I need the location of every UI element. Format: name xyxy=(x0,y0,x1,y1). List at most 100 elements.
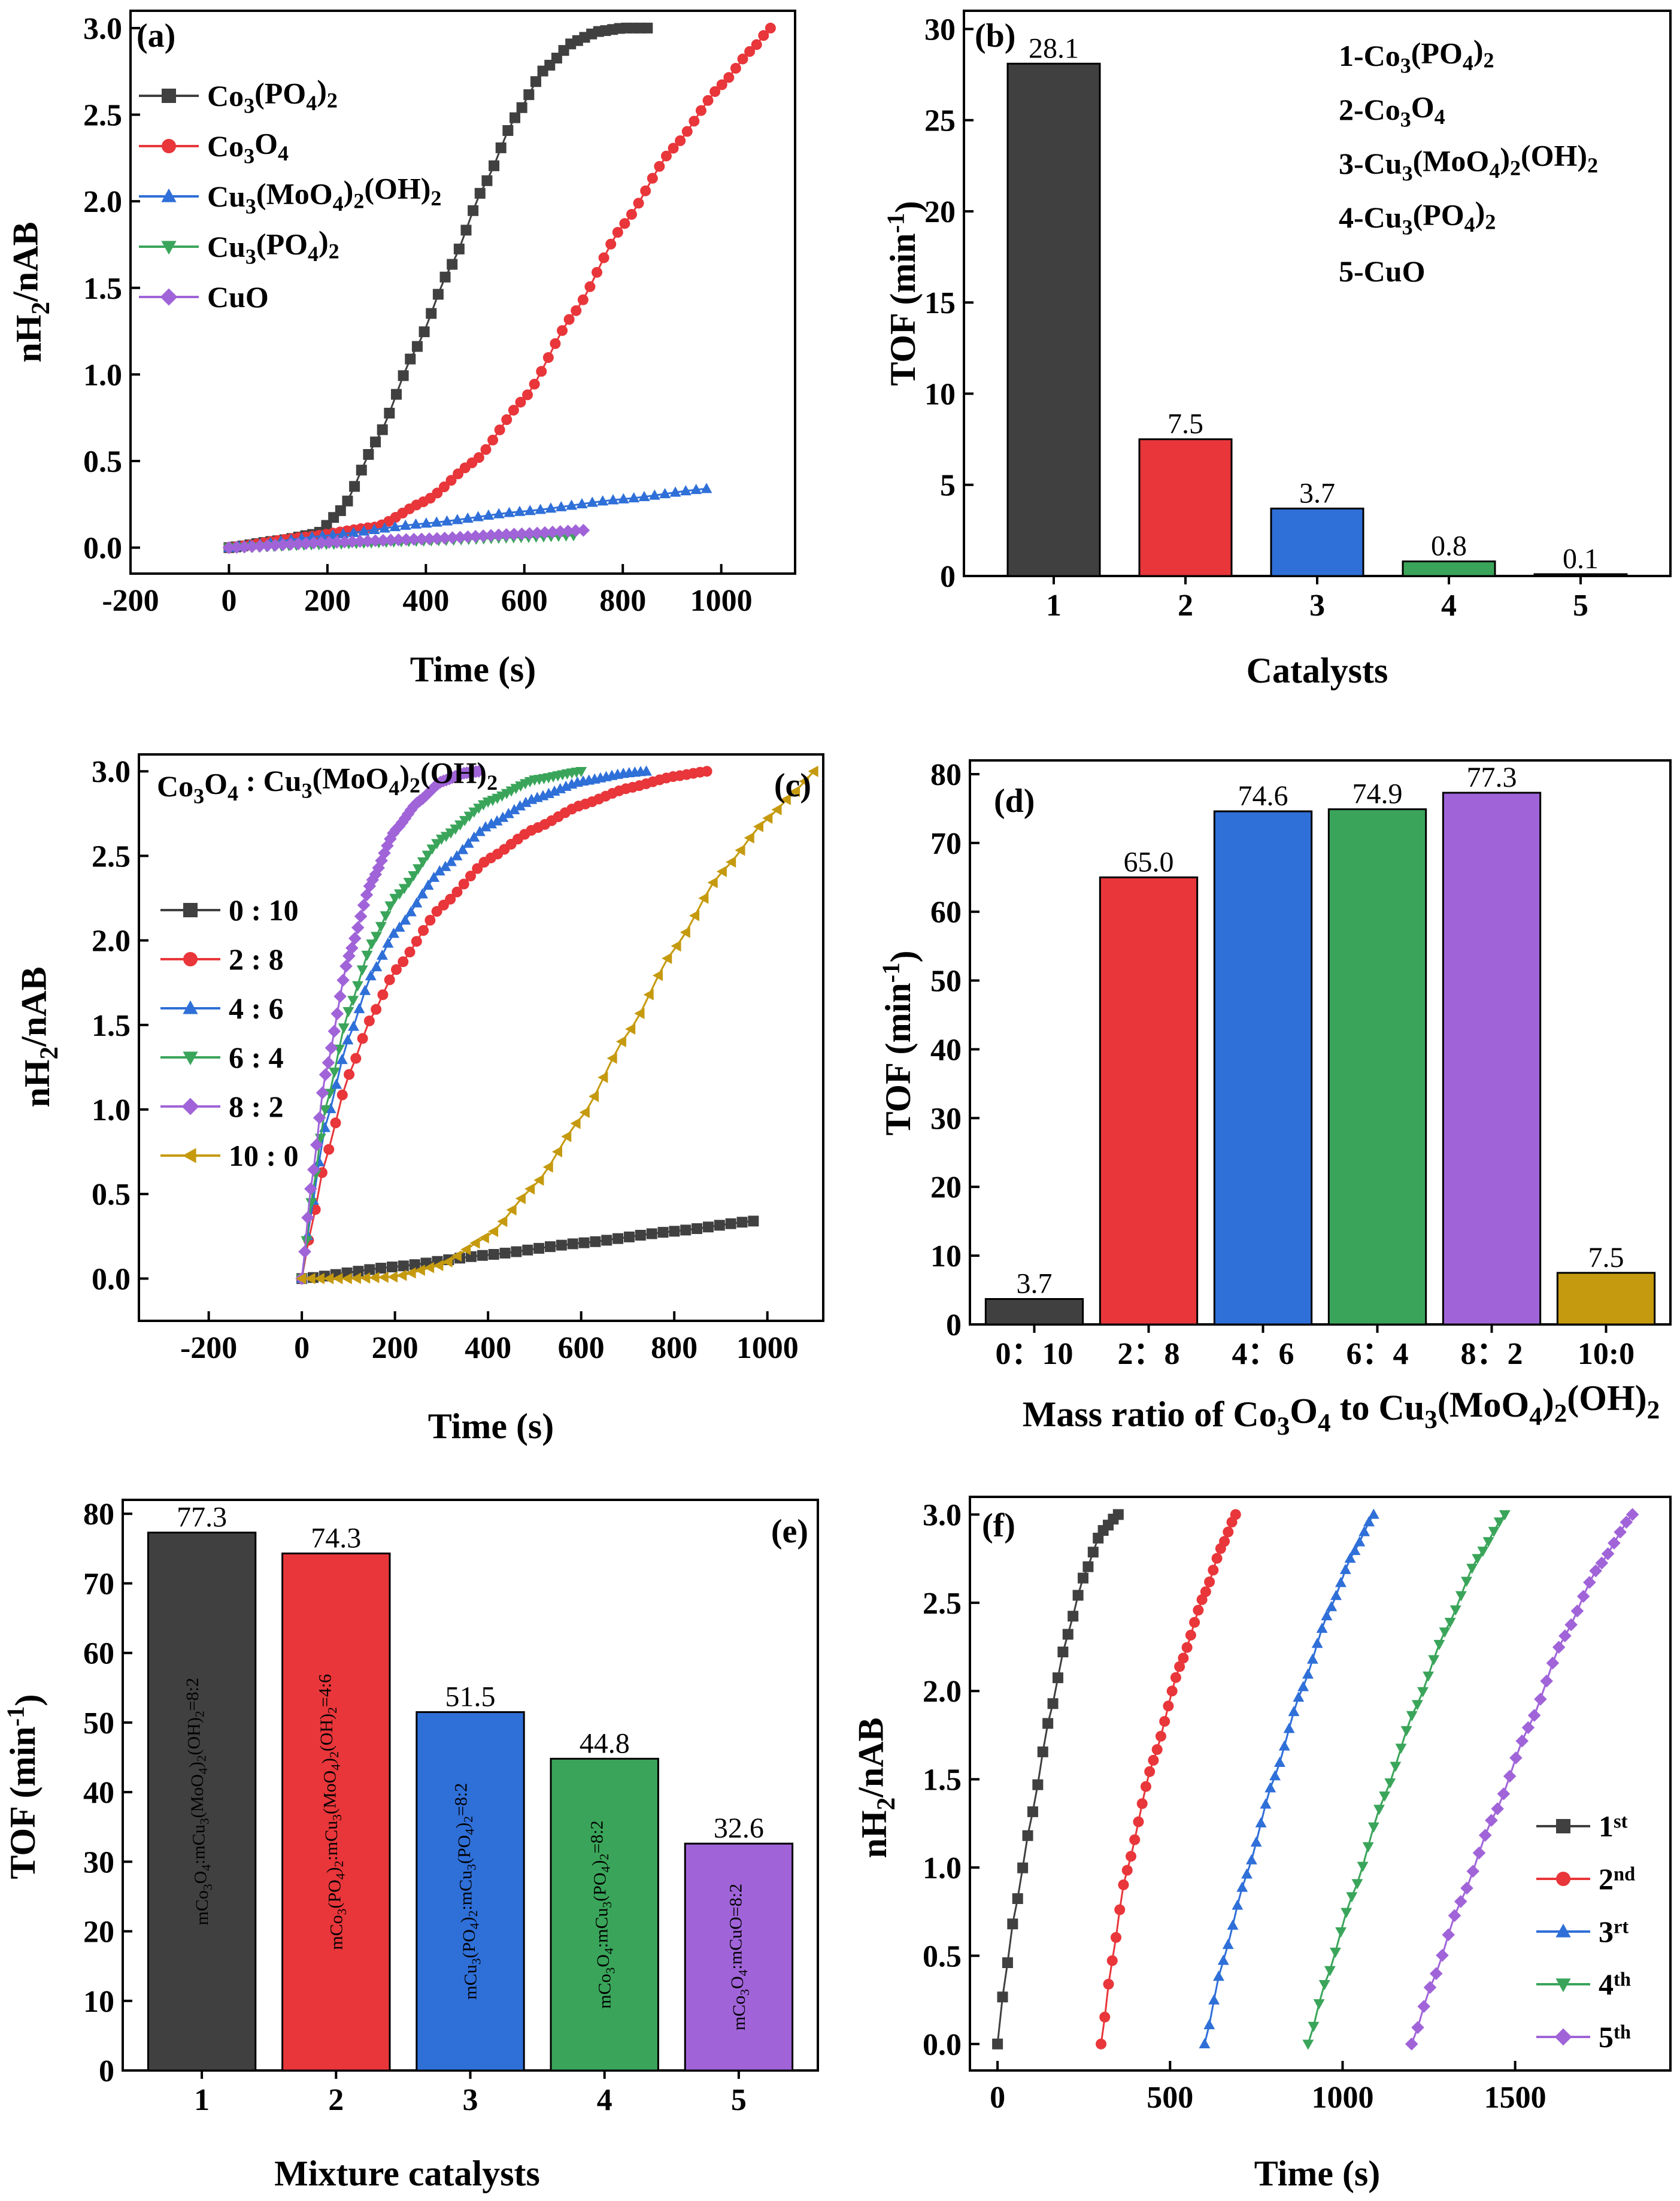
panel-e: 0 10 20 30 40 50 60 70 80 77.3 1 mCo3O4:mCu3(MoO4)2… xyxy=(2,1497,819,2193)
panel-f-xtick-label: 0 xyxy=(990,2081,1005,2115)
panel-b-ytick-label: 10 xyxy=(924,377,956,411)
panel-a-data-point xyxy=(494,424,505,435)
panel-f-data-point xyxy=(1110,1932,1121,1943)
panel-c-data-point xyxy=(445,893,456,905)
panel-f-data-point xyxy=(1112,1509,1124,1520)
panel-c-ytick-label: 3.0 xyxy=(92,755,131,789)
panel-f-data-point xyxy=(1534,1693,1547,1706)
panel-a-data-point xyxy=(577,523,590,537)
panel-a-xtick-label: -200 xyxy=(102,584,159,618)
panel-f-data-point xyxy=(1395,1744,1407,1754)
panel-f: 0.0 0.5 1.0 1.5 2.0 2.5 3.0 0 500 1000 1500 1st 2nd 3… xyxy=(851,1496,1672,2193)
panel-c-data-point xyxy=(348,1020,359,1031)
panel-f-data-point xyxy=(1552,1641,1566,1654)
panel-e-bar-value-label: 44.8 xyxy=(580,1727,630,1759)
panel-f-data-point xyxy=(1114,1904,1126,1915)
panel-a-data-point xyxy=(384,533,398,547)
panel-f-data-point xyxy=(1181,1642,1193,1653)
panel-f-data-point xyxy=(1444,1618,1456,1629)
panel-a-data-point xyxy=(369,534,382,547)
panel-a-data-point xyxy=(481,175,493,186)
panel-c-xtick-label: 400 xyxy=(465,1331,511,1365)
panel-a-data-point xyxy=(675,135,686,147)
panel-a-data-point xyxy=(605,238,617,250)
panel-c-data-point xyxy=(469,1237,480,1249)
panel-a-data-point xyxy=(744,46,756,57)
panel-f-data-point xyxy=(1217,1954,1229,1965)
panel-a-data-point xyxy=(322,536,336,549)
panel-c-data-point xyxy=(357,899,371,912)
panel-f-data-point xyxy=(1211,1553,1223,1564)
panel-f-data-point xyxy=(1564,1618,1578,1632)
panel-b-legend-label: 1-Co3(PO4)2​ xyxy=(1339,34,1494,77)
panel-a-ytick-label: 0.5 xyxy=(83,445,122,479)
panel-a-data-point xyxy=(633,198,644,209)
panel-c-data-point xyxy=(515,1193,526,1205)
panel-f-data-point xyxy=(1103,1978,1114,1990)
panel-f-data-point xyxy=(1236,1881,1248,1892)
panel-a-data-point xyxy=(597,495,609,506)
panel-a-data-point xyxy=(502,125,514,137)
panel-f-data-point xyxy=(1185,1629,1196,1641)
panel-c-data-point xyxy=(375,921,387,932)
panel-d-ytick-label: 70 xyxy=(930,827,962,861)
panel-c-data-point xyxy=(369,1272,380,1284)
panel-c-data-point xyxy=(310,1138,323,1151)
panel-e-bar xyxy=(684,1842,794,2072)
panel-a-data-point xyxy=(337,527,349,538)
panel-a-data-point xyxy=(695,105,706,116)
panel-a-data-point xyxy=(538,526,551,539)
panel-c-data-point xyxy=(388,927,400,938)
panel-c-legend-entry: 8 : 2 xyxy=(160,1090,284,1123)
panel-e-ytick-label: 20 xyxy=(83,1915,114,1950)
panel-a-data-point xyxy=(238,540,251,554)
panel-a-legend-marker xyxy=(161,241,177,255)
panel-d-bar-value-label: 74.9 xyxy=(1353,778,1403,810)
panel-f-data-point xyxy=(1384,1778,1396,1789)
panel-e-xtick-label: 1 xyxy=(194,2083,210,2117)
panel-a-data-point xyxy=(576,498,588,508)
panel-a-data-point xyxy=(415,532,428,546)
panel-a-legend-label: Co3O4​ xyxy=(207,127,289,168)
panel-f-data-point xyxy=(1037,1746,1048,1757)
panel-a-data-point xyxy=(516,102,527,113)
panel-a-data-point xyxy=(405,353,416,365)
panel-d: 0 10 20 30 40 50 60 70 80 3.7 0：10 65.0 2：8 74.6 4：6 74… xyxy=(878,758,1672,1441)
panel-c-data-point xyxy=(451,850,463,860)
panel-f-data-point xyxy=(1278,1740,1290,1751)
panel-a-data-point xyxy=(487,434,499,445)
panel-c-data-point xyxy=(389,893,401,904)
panel-a-data-point xyxy=(607,494,619,505)
panel-c-data-point xyxy=(736,1217,748,1228)
panel-a-legend-entry: Cu3(MoO4)2(OH)2​ xyxy=(139,172,441,219)
panel-c-data-point xyxy=(567,1238,578,1250)
panel-a-data-point xyxy=(480,444,492,455)
panel-a-data-point xyxy=(668,143,679,154)
panel-c-data-point xyxy=(623,1231,635,1242)
panel-c-panel-label: (c) xyxy=(774,767,811,804)
panel-c-data-point xyxy=(646,1228,657,1239)
panel-e-ytick-label: 60 xyxy=(83,1637,114,1671)
panel-f-data-point xyxy=(992,2038,1003,2050)
panel-f-data-point xyxy=(1461,1577,1472,1587)
panel-c-data-point xyxy=(445,856,457,866)
panel-c-legend-entry: 10 : 0 xyxy=(160,1139,299,1172)
panel-c-data-point xyxy=(371,960,383,972)
panel-f-data-point xyxy=(1472,1846,1486,1860)
panel-b-legend-label: 4-Cu3(PO4)2​ xyxy=(1339,195,1496,239)
panel-f-data-point xyxy=(1357,1862,1369,1872)
panel-b-xtick-label: 4 xyxy=(1441,589,1457,623)
panel-c-xtick-label: 600 xyxy=(558,1331,605,1365)
panel-d-xtick-label: 6：4 xyxy=(1346,1337,1408,1371)
panel-c-data-point xyxy=(390,964,402,975)
panel-c-data-point xyxy=(451,886,463,898)
panel-f-legend-label: 3rt xyxy=(1599,1915,1629,1948)
panel-f-data-point xyxy=(1283,1723,1295,1733)
panel-c-data-point xyxy=(465,871,477,882)
panel-c-data-point xyxy=(404,947,416,958)
panel-c-data-point xyxy=(442,1256,453,1268)
panel-c-data-point xyxy=(556,1239,567,1251)
panel-c-legend-marker xyxy=(183,1051,198,1066)
panel-c-data-point xyxy=(393,889,405,900)
panel-f-data-point xyxy=(1230,1509,1241,1520)
